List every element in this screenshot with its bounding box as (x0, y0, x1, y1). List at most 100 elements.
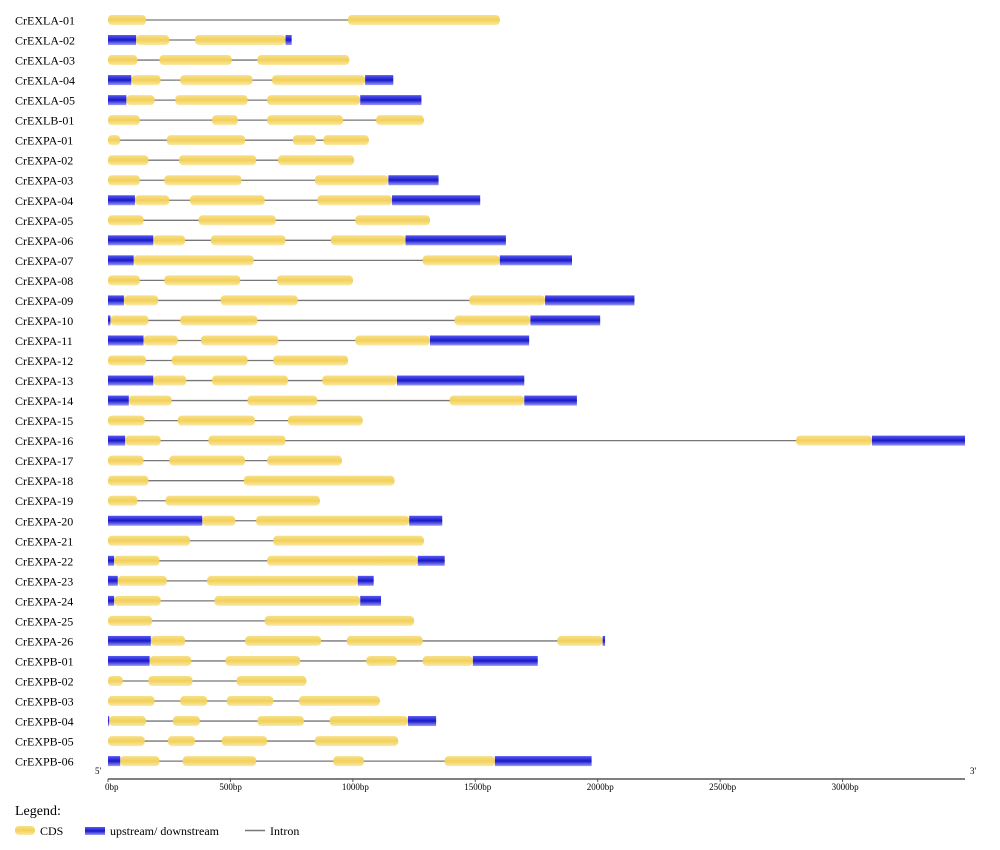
cds-segment (267, 455, 342, 466)
cds-segment (323, 135, 369, 146)
cds-segment (322, 375, 397, 386)
legend-title: Legend: (15, 804, 61, 819)
cds-segment (422, 255, 500, 266)
cds-segment (108, 55, 138, 66)
utr-segment (407, 716, 437, 727)
cds-segment (108, 215, 144, 226)
cds-segment (267, 95, 361, 106)
cds-segment (108, 675, 123, 686)
bp-axis: 0bp 500bp 1000bp 1500bp 2000bp 2500bp 3000bp 5'… (95, 766, 977, 792)
cds-segment (109, 716, 146, 727)
cds-segment (165, 495, 320, 506)
gene-label: CrEXPB-02 (15, 674, 74, 688)
gene-row-crexpa-01: CrEXPA-01 (15, 134, 369, 148)
tick-label: 0bp (105, 782, 119, 792)
gene-row-crexpa-21: CrEXPA-21 (15, 534, 424, 548)
gene-label: CrEXPA-18 (15, 474, 73, 488)
utr-segment (417, 555, 445, 566)
cds-segment (198, 215, 276, 226)
gene-row-crexpa-03: CrEXPA-03 (15, 174, 439, 188)
cds-segment (220, 295, 298, 306)
utr-segment (360, 595, 382, 606)
cds-segment (346, 635, 423, 646)
cds-segment (143, 335, 178, 346)
gene-row-crexpa-20: CrEXPA-20 (15, 514, 443, 528)
utr-segment (108, 756, 121, 767)
cds-segment (128, 395, 172, 406)
cds-segment (133, 255, 254, 266)
utr-segment (405, 235, 506, 246)
cds-segment (314, 736, 399, 747)
cds-segment (164, 175, 242, 186)
gene-tracks: CrEXLA-01 CrEXLA-02 CrEXLA-03 CrEXLA-04 CrEX… (15, 14, 965, 769)
utr-segment (108, 555, 115, 566)
tick-label: 2500bp (709, 782, 737, 792)
utr-segment (365, 75, 394, 86)
gene-row-crexla-03: CrEXLA-03 (15, 54, 350, 68)
gene-label: CrEXPA-10 (15, 314, 73, 328)
cds-segment (236, 675, 307, 686)
gene-label: CrEXPA-26 (15, 634, 73, 648)
gene-label: CrEXPA-05 (15, 214, 73, 228)
gene-row-crexpa-10: CrEXPA-10 (15, 314, 601, 328)
cds-segment (264, 615, 415, 626)
utr-segment (108, 75, 132, 86)
cds-segment (177, 415, 255, 426)
cds-segment (287, 415, 363, 426)
gene-label: CrEXLA-02 (15, 34, 75, 48)
cds-segment (108, 696, 155, 707)
gene-row-crexpa-02: CrEXPA-02 (15, 154, 355, 168)
utr-segment (108, 435, 126, 446)
cds-segment (208, 435, 286, 446)
cds-segment (207, 575, 358, 586)
cds-segment (444, 756, 495, 767)
gene-label: CrEXPB-03 (15, 695, 74, 709)
cds-segment (557, 635, 603, 646)
cds-segment (267, 115, 344, 126)
cds-segment (169, 455, 246, 466)
legend-utr-label: upstream/ downstream (110, 824, 220, 838)
gene-row-crexpa-07: CrEXPA-07 (15, 254, 573, 268)
cds-segment (194, 35, 286, 46)
gene-label: CrEXPB-04 (15, 715, 74, 729)
cds-segment (267, 555, 418, 566)
gene-label: CrEXPA-02 (15, 154, 73, 168)
utr-segment (357, 575, 374, 586)
cds-segment (201, 335, 279, 346)
cds-segment (202, 515, 236, 526)
tick-label: 2000bp (587, 782, 615, 792)
utr-segment (602, 635, 606, 646)
utr-segment (545, 295, 635, 306)
gene-label: CrEXPA-23 (15, 574, 73, 588)
cds-segment (117, 575, 167, 586)
cds-segment (120, 756, 160, 767)
gene-row-crexpa-26: CrEXPA-26 (15, 634, 606, 648)
gene-row-crexpb-05: CrEXPB-05 (15, 735, 399, 749)
cds-segment (180, 696, 208, 707)
cds-segment (108, 475, 149, 486)
gene-label: CrEXPA-13 (15, 374, 73, 388)
gene-label: CrEXLA-01 (15, 14, 75, 28)
utr-segment (108, 95, 127, 106)
cds-segment (153, 375, 187, 386)
three-prime-label: 3' (970, 766, 977, 776)
gene-row-crexpa-09: CrEXPA-09 (15, 294, 635, 308)
cds-segment (210, 235, 286, 246)
five-prime-label: 5' (95, 766, 102, 776)
gene-label: CrEXLA-05 (15, 94, 75, 108)
gene-label: CrEXPA-17 (15, 454, 73, 468)
cds-segment (330, 235, 406, 246)
cds-segment (180, 315, 258, 326)
cds-segment (212, 375, 288, 386)
cds-segment (108, 135, 121, 146)
cds-segment (108, 175, 140, 186)
gene-row-crexpb-06: CrEXPB-06 (15, 755, 592, 769)
tick-label: 3000bp (832, 782, 860, 792)
utr-segment (108, 575, 118, 586)
cds-segment (153, 235, 186, 246)
utr-segment (409, 515, 443, 526)
gene-label: CrEXPA-24 (15, 594, 73, 608)
utr-segment (108, 315, 111, 326)
gene-label: CrEXPA-16 (15, 434, 73, 448)
cds-segment (108, 535, 191, 546)
